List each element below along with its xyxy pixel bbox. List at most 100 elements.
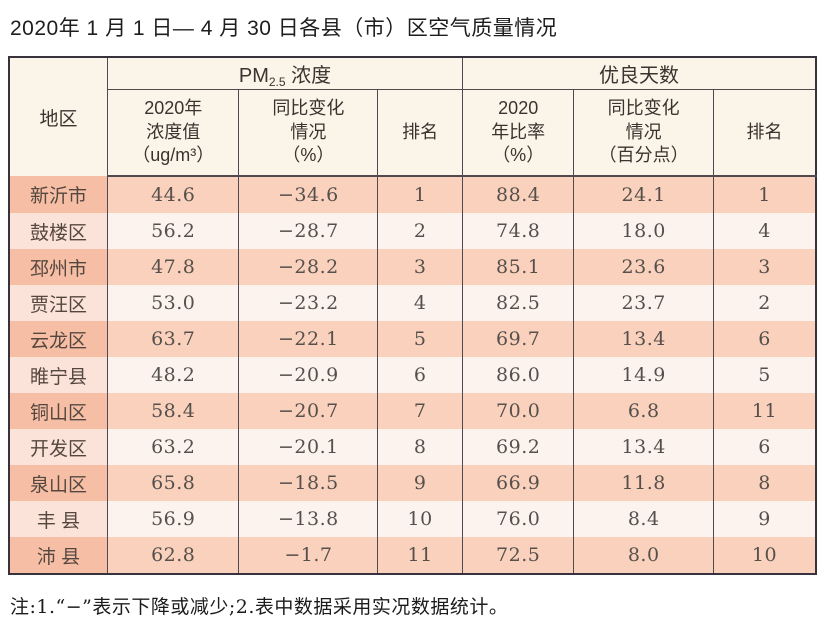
table-row: 开发区 63.2 −20.1 8 69.2 13.4 6: [8, 429, 817, 465]
pm-rank-cell: 2: [377, 213, 464, 249]
pm-change-cell: −28.7: [238, 213, 379, 249]
region-cell: 丰 县: [8, 501, 108, 537]
good-change-cell: 13.4: [573, 321, 714, 357]
good-change-cell: 6.8: [573, 393, 714, 429]
pm-change-cell: −23.2: [238, 285, 379, 321]
good-rate-cell: 82.5: [462, 285, 575, 321]
table-row: 邳州市 47.8 −28.2 3 85.1 23.6 3: [8, 249, 817, 285]
good-rank-cell: 6: [712, 429, 817, 465]
header-sub-row: 2020年 浓度值 （ug/m³） 同比变化 情况 （%） 排名 2020 年比…: [9, 89, 817, 177]
pm-value-cell: 63.2: [106, 429, 240, 465]
good-change-cell: 23.6: [573, 249, 714, 285]
column-header-pm-value: 2020年 浓度值 （ug/m³）: [106, 89, 240, 177]
pm-rank-cell: 9: [377, 465, 464, 501]
table-row: 贾汪区 53.0 −23.2 4 82.5 23.7 2: [8, 285, 817, 321]
good-change-cell: 11.8: [573, 465, 714, 501]
good-rank-cell: 8: [712, 465, 817, 501]
good-rank-cell: 6: [712, 321, 817, 357]
good-change-cell: 13.4: [573, 429, 714, 465]
pm-rank-cell: 7: [377, 393, 464, 429]
column-header-good-rank: 排名: [712, 89, 817, 177]
good-rate-cell: 86.0: [462, 357, 575, 393]
pm-value-cell: 47.8: [106, 249, 240, 285]
pm-value-cell: 48.2: [106, 357, 240, 393]
good-rank-cell: 3: [712, 249, 817, 285]
pm-value-cell: 56.2: [106, 213, 240, 249]
good-rank-cell: 9: [712, 501, 817, 537]
pm-value-cell: 56.9: [106, 501, 240, 537]
region-cell: 鼓楼区: [8, 213, 108, 249]
pm-rank-cell: 5: [377, 321, 464, 357]
column-header-good-change: 同比变化 情况 （百分点）: [573, 89, 714, 177]
good-rate-cell: 88.4: [462, 176, 575, 213]
good-rank-cell: 11: [712, 393, 817, 429]
pm-rank-cell: 3: [377, 249, 464, 285]
table-body: 新沂市 44.6 −34.6 1 88.4 24.1 1 鼓楼区 56.2 −2…: [8, 176, 817, 574]
header-group-row: 地区 PM2.5 浓度 优良天数: [8, 57, 817, 176]
good-change-cell: 23.7: [573, 285, 714, 321]
good-rate-cell: 72.5: [462, 537, 575, 574]
table-row: 云龙区 63.7 −22.1 5 69.7 13.4 6: [8, 321, 817, 357]
pm25-label-subscript: 2.5: [268, 74, 286, 89]
column-group-good-days: 优良天数: [462, 57, 817, 90]
table-row: 沛 县 62.8 −1.7 11 72.5 8.0 10: [8, 537, 817, 574]
good-rate-cell: 76.0: [462, 501, 575, 537]
good-rank-cell: 4: [712, 213, 817, 249]
pm-rank-cell: 1: [377, 176, 464, 213]
footnote: 注:1.“−”表示下降或减少;2.表中数据采用实况数据统计。: [10, 596, 509, 618]
column-group-pm25: PM2.5 浓度: [106, 57, 464, 90]
pm-value-cell: 44.6: [106, 176, 240, 213]
good-rank-cell: 2: [712, 285, 817, 321]
pm-change-cell: −13.8: [238, 501, 379, 537]
good-rank-cell: 1: [712, 176, 817, 213]
pm-change-cell: −22.1: [238, 321, 379, 357]
good-rate-cell: 70.0: [462, 393, 575, 429]
pm-change-cell: −20.1: [238, 429, 379, 465]
pm-change-cell: −20.7: [238, 393, 379, 429]
column-header-good-rate: 2020 年比率 （%）: [462, 89, 575, 177]
pm-rank-cell: 8: [377, 429, 464, 465]
good-rate-cell: 74.8: [462, 213, 575, 249]
region-cell: 云龙区: [8, 321, 108, 357]
column-header-pm-change: 同比变化 情况 （%）: [238, 89, 379, 177]
good-rank-cell: 10: [712, 537, 817, 574]
pm-rank-cell: 6: [377, 357, 464, 393]
pm-value-cell: 65.8: [106, 465, 240, 501]
region-cell: 新沂市: [8, 176, 108, 213]
pm-change-cell: −34.6: [238, 176, 379, 213]
good-change-cell: 8.0: [573, 537, 714, 574]
good-rate-cell: 69.2: [462, 429, 575, 465]
good-change-cell: 14.9: [573, 357, 714, 393]
pm-value-cell: 62.8: [106, 537, 240, 574]
good-rate-cell: 66.9: [462, 465, 575, 501]
pm-value-cell: 53.0: [106, 285, 240, 321]
pm-value-cell: 58.4: [106, 393, 240, 429]
good-rate-cell: 85.1: [462, 249, 575, 285]
air-quality-table: 地区 PM2.5 浓度 优良天数 2020年 浓度值 （ug/m³） 同比变化 …: [8, 56, 817, 575]
good-change-cell: 18.0: [573, 213, 714, 249]
table-row: 丰 县 56.9 −13.8 10 76.0 8.4 9: [8, 501, 817, 537]
table-header: 地区 PM2.5 浓度 优良天数 2020年 浓度值 （ug/m³） 同比变化 …: [8, 57, 817, 177]
pm-value-cell: 63.7: [106, 321, 240, 357]
pm-change-cell: −28.2: [238, 249, 379, 285]
good-rank-cell: 5: [712, 357, 817, 393]
table-row: 鼓楼区 56.2 −28.7 2 74.8 18.0 4: [8, 213, 817, 249]
pm-rank-cell: 10: [377, 501, 464, 537]
column-header-region: 地区: [8, 57, 108, 176]
table-row: 新沂市 44.6 −34.6 1 88.4 24.1 1: [8, 176, 817, 213]
good-rate-cell: 69.7: [462, 321, 575, 357]
good-change-cell: 8.4: [573, 501, 714, 537]
column-header-pm-rank: 排名: [377, 89, 464, 177]
pm-rank-cell: 11: [377, 537, 464, 574]
pm25-label-prefix: PM: [238, 64, 269, 87]
pm-change-cell: −20.9: [238, 357, 379, 393]
region-cell: 泉山区: [8, 465, 108, 501]
page-title: 2020年 1 月 1 日— 4 月 30 日各县（市）区空气质量情况: [10, 17, 558, 40]
region-cell: 睢宁县: [8, 357, 108, 393]
pm-rank-cell: 4: [377, 285, 464, 321]
pm-change-cell: −18.5: [238, 465, 379, 501]
region-cell: 开发区: [8, 429, 108, 465]
region-cell: 铜山区: [8, 393, 108, 429]
table-row: 泉山区 65.8 −18.5 9 66.9 11.8 8: [8, 465, 817, 501]
